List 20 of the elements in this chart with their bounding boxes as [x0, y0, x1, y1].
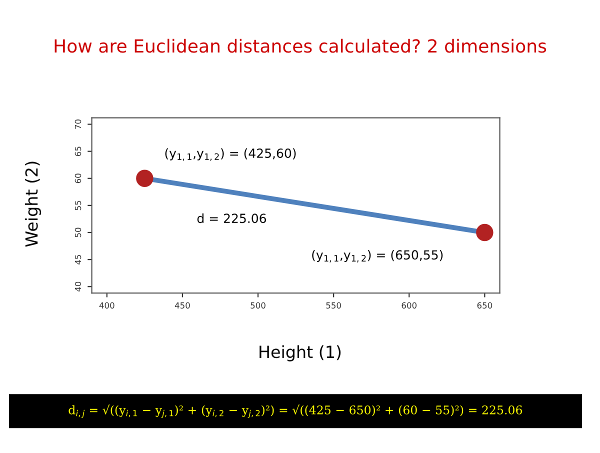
x-tick-label: 600: [402, 302, 417, 309]
annotation: (y$_{1,1}$,y$_{1,2}$) = (650,55): [312, 250, 443, 263]
y-tick-label: 45: [74, 254, 82, 264]
x-axis-title: Height (1): [260, 345, 341, 362]
annotation: (y$_{1,1}$,y$_{1,2}$) = (425,60): [165, 148, 296, 161]
y-tick-label: 55: [74, 200, 82, 210]
text: d$_{i,j}$ = √((y$_{i,1}$ − y$_{j,1}$)² + (y$_{i,2}$ − y$_{j,2}$)²) = √((425 − 650)² + (60 − 55)²) = 225.06: [68, 404, 522, 418]
x-tick-label: 400: [99, 302, 114, 309]
y-tick-label: 65: [74, 146, 82, 156]
y-tick-label: 60: [74, 174, 82, 184]
y-axis-title: Weight (2): [24, 162, 42, 247]
x-tick-label: 550: [326, 302, 341, 309]
y-tick-label: 70: [74, 120, 82, 129]
chart-title: How are Euclidean distances calculated? 2 dimensions: [54, 38, 546, 53]
y-tick-label: 50: [74, 228, 82, 238]
x-tick-label: 500: [250, 302, 266, 309]
x-tick-label: 450: [174, 302, 190, 309]
annotation: d = 225.06: [197, 213, 266, 224]
x-tick-label: 650: [477, 302, 492, 309]
y-tick-label: 40: [74, 282, 82, 292]
